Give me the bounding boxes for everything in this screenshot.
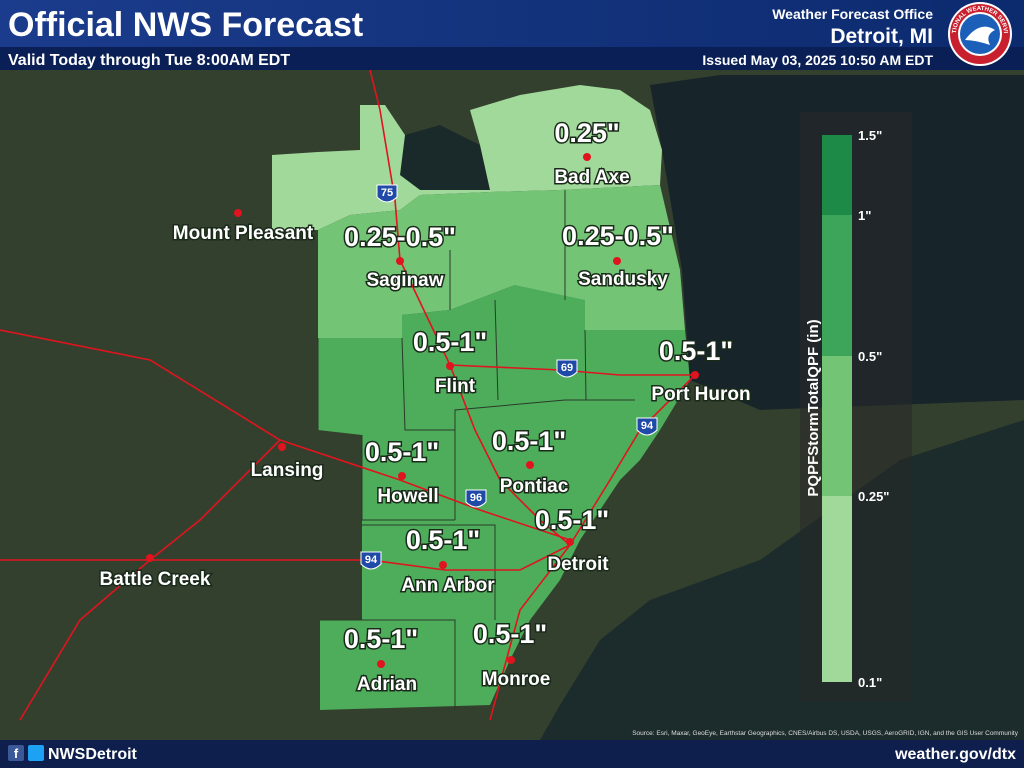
city-label: Lansing xyxy=(251,460,324,481)
facebook-icon xyxy=(8,745,24,761)
office-city: Detroit, MI xyxy=(830,25,933,48)
city-dot xyxy=(234,209,242,217)
amount-label: 0.5-1" xyxy=(413,327,487,357)
title: Official NWS Forecast xyxy=(8,6,363,44)
amount-label: 0.5-1" xyxy=(659,336,733,366)
city-label: Saginaw xyxy=(366,270,443,291)
saginaw-bay xyxy=(400,125,490,190)
amount-label: 0.5-1" xyxy=(406,525,480,555)
city-label: Battle Creek xyxy=(100,569,211,590)
amount-label: 0.5-1" xyxy=(344,624,418,654)
legend-title: PQPFStormTotalQPF (in) xyxy=(805,319,822,496)
legend: 1.5" 1" 0.5" 0.25" 0.1" PQPFStormTotalQP… xyxy=(800,112,912,702)
shield-number: 94 xyxy=(365,554,378,566)
city-dot xyxy=(396,257,404,265)
city-label: Howell xyxy=(377,486,438,507)
city-dot xyxy=(526,461,534,469)
city-dot xyxy=(583,153,591,161)
city-label: Detroit xyxy=(547,554,609,575)
footer-handle: NWSDetroit xyxy=(48,746,138,763)
precip-0.5-1 xyxy=(318,285,690,710)
amount-label: 0.5-1" xyxy=(535,505,609,535)
city-label: Flint xyxy=(435,376,476,397)
amount-label: 0.25-0.5" xyxy=(344,222,456,252)
subtitle: Valid Today through Tue 8:00AM EDT xyxy=(8,52,290,69)
legend-band xyxy=(822,215,852,356)
attribution: Source: Esri, Maxar, GeoEye, Earthstar G… xyxy=(632,730,1019,737)
legend-tick: 1.5" xyxy=(858,128,882,143)
city-dot xyxy=(398,472,406,480)
shield-number: 69 xyxy=(561,362,573,374)
issued: Issued May 03, 2025 10:50 AM EDT xyxy=(702,52,933,68)
interstate-shields: 75 69 94 96 94 xyxy=(360,184,658,570)
shield: 75 xyxy=(376,184,398,203)
legend-tick: 0.25" xyxy=(858,489,889,504)
city-label: Mount Pleasant xyxy=(173,223,314,244)
amount-label: 0.5-1" xyxy=(473,619,547,649)
header-subbar xyxy=(0,47,1024,70)
city-label: Port Huron xyxy=(651,384,750,405)
city-label: Adrian xyxy=(357,674,417,695)
city-dot xyxy=(377,660,385,668)
city-dot xyxy=(507,656,515,664)
legend-tick: 1" xyxy=(858,208,871,223)
city-dot xyxy=(439,561,447,569)
county-lines xyxy=(317,190,635,710)
city-label: Pontiac xyxy=(500,476,569,497)
amount-label: 0.5-1" xyxy=(492,426,566,456)
footer-bar xyxy=(0,740,1024,768)
amount-labels: 0.25" 0.25-0.5" 0.25-0.5" 0.5-1" 0.5-1" … xyxy=(342,117,734,656)
city-dots xyxy=(146,153,699,668)
shield-number: 96 xyxy=(470,492,482,504)
amount-label: 0.25" xyxy=(554,118,619,148)
city-label: Sandusky xyxy=(578,269,668,290)
city-labels: Bad Axe Mount Pleasant Saginaw Sandusky … xyxy=(98,166,752,697)
city-dot xyxy=(146,554,154,562)
city-label: Monroe xyxy=(482,669,551,690)
shield: 69 xyxy=(556,359,578,378)
city-dot xyxy=(278,443,286,451)
shield-number: 94 xyxy=(641,420,654,432)
office-label: Weather Forecast Office xyxy=(772,6,933,22)
precip-0.25 xyxy=(272,85,662,230)
city-label: Ann Arbor xyxy=(401,575,495,596)
city-dot xyxy=(691,371,699,379)
shield: 94 xyxy=(636,417,658,436)
legend-tick: 0.1" xyxy=(858,675,882,690)
twitter-icon xyxy=(28,745,44,761)
city-dot xyxy=(566,538,574,546)
legend-tick: 0.5" xyxy=(858,349,882,364)
city-dot xyxy=(613,257,621,265)
amount-label: 0.25-0.5" xyxy=(562,221,674,251)
city-label: Bad Axe xyxy=(554,167,629,188)
legend-panel xyxy=(800,112,912,702)
legend-band xyxy=(822,356,852,496)
shield: 96 xyxy=(465,489,487,508)
city-dot xyxy=(446,362,454,370)
shield: 94 xyxy=(360,551,382,570)
shield-number: 75 xyxy=(381,187,393,199)
legend-band xyxy=(822,496,852,682)
footer-url: weather.gov/dtx xyxy=(894,746,1016,763)
precip-0.25-0.5 xyxy=(318,185,685,338)
facebook-glyph: f xyxy=(14,746,19,761)
amount-label: 0.5-1" xyxy=(365,437,439,467)
legend-band xyxy=(822,135,852,215)
